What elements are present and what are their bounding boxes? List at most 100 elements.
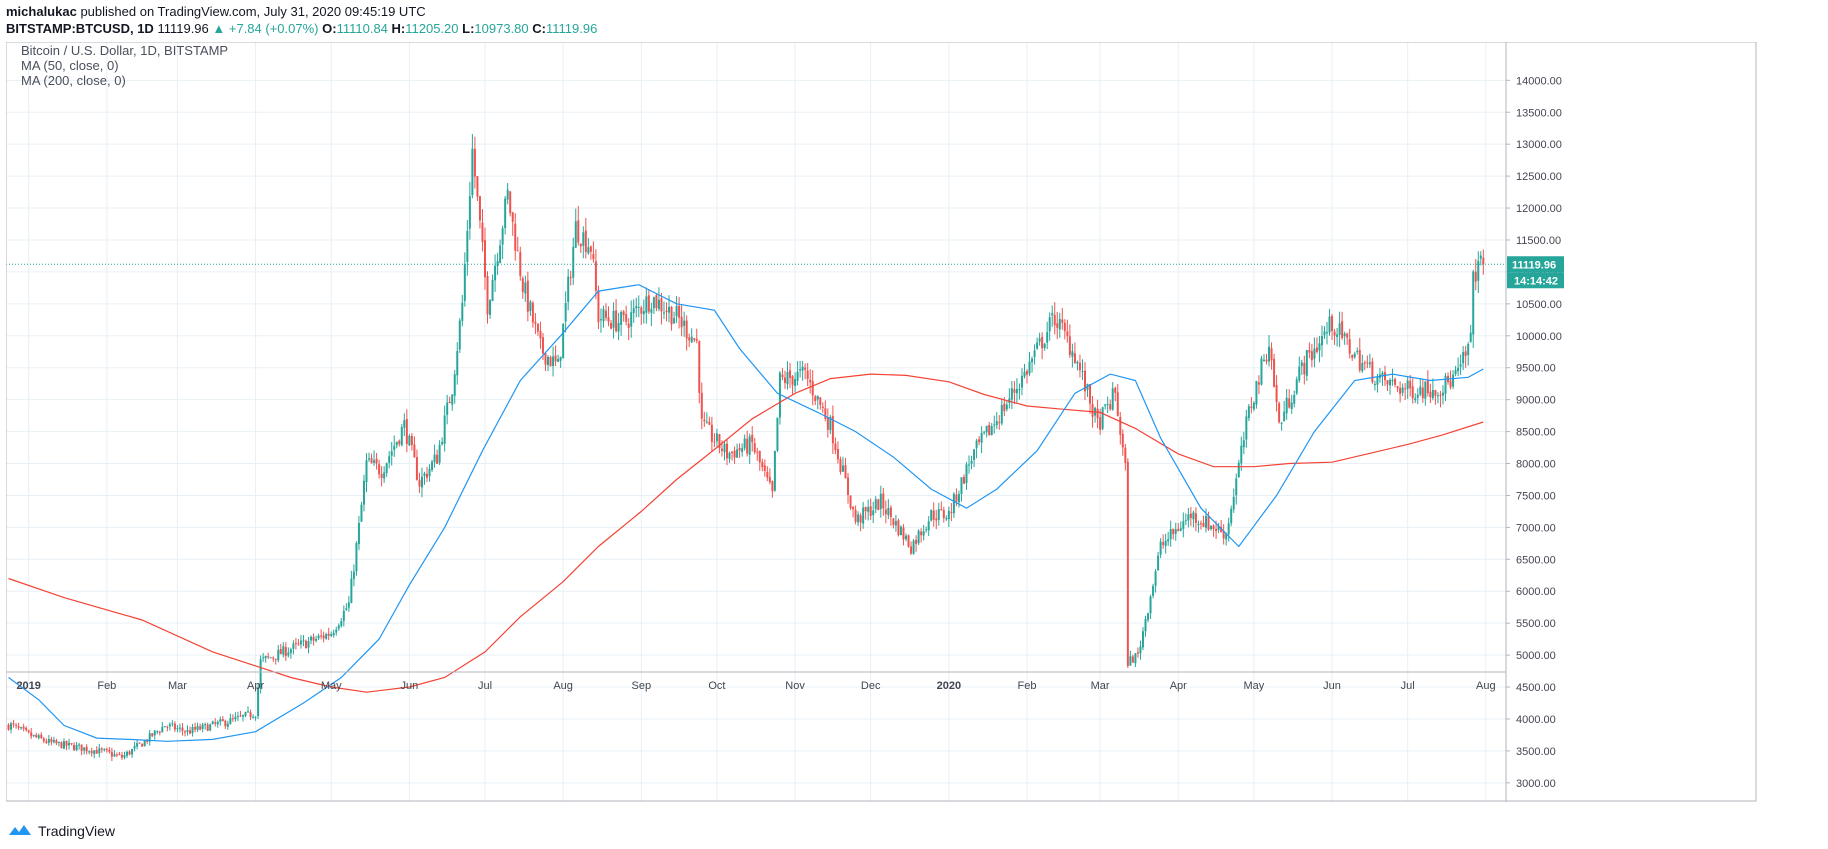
candle-body: [652, 297, 655, 309]
candle-body: [821, 406, 824, 409]
candle-body: [239, 715, 242, 717]
candle-body: [1288, 398, 1291, 408]
candle-body: [201, 724, 204, 729]
candle-body: [1409, 381, 1412, 389]
candle-body: [262, 657, 265, 659]
candle-body: [1265, 359, 1268, 362]
candle-body: [315, 638, 318, 641]
candle-body: [1199, 523, 1202, 525]
candle-body: [947, 510, 950, 520]
candle-body: [441, 441, 444, 445]
candle-body: [1162, 542, 1165, 545]
x-tick-label: Jul: [1401, 680, 1415, 692]
legend-title: Bitcoin / U.S. Dollar, 1D, BITSTAMP: [21, 43, 229, 58]
candle-body: [746, 438, 749, 454]
candle-body: [942, 509, 945, 518]
candle-body: [83, 747, 86, 751]
candle-body: [1431, 390, 1434, 398]
candle-body: [1061, 319, 1064, 323]
candle-body: [78, 744, 81, 746]
candle-body: [567, 276, 570, 302]
candle-body: [930, 509, 933, 521]
candle-body: [252, 716, 255, 718]
candle-body: [224, 720, 227, 727]
candle-body: [758, 451, 761, 463]
candle-body: [62, 741, 65, 749]
candle-body: [1210, 525, 1213, 529]
candle-body: [1323, 331, 1326, 336]
candle-body: [1043, 343, 1046, 349]
candle-body: [1416, 394, 1419, 398]
candle-body: [176, 728, 179, 730]
candle-body: [330, 634, 333, 637]
candle-body: [539, 330, 542, 339]
candle-body: [138, 742, 141, 744]
candle-body: [703, 419, 706, 422]
y-tick-label: 7500.00: [1516, 490, 1556, 502]
candle-body: [1386, 380, 1389, 385]
author-name[interactable]: michalukac: [6, 4, 77, 19]
candle-body: [1056, 323, 1059, 328]
candle-body: [662, 312, 665, 314]
tradingview-logo-icon[interactable]: [8, 823, 32, 840]
brand-name[interactable]: TradingView: [38, 823, 116, 839]
candle-body: [216, 721, 219, 725]
candle-body: [907, 535, 910, 547]
candle-body: [305, 640, 307, 649]
candle-body: [1169, 529, 1172, 540]
candle-body: [325, 634, 328, 639]
candle-body: [1237, 462, 1240, 478]
candle-body: [783, 377, 786, 383]
y-tick-label: 4500.00: [1516, 682, 1556, 694]
candle-body: [17, 726, 20, 728]
legend-ma200[interactable]: MA (200, close, 0): [21, 73, 126, 88]
candle-body: [637, 306, 640, 308]
candle-body: [1172, 528, 1175, 535]
candle-body: [85, 746, 88, 752]
candle-body: [1444, 376, 1447, 394]
candle-body: [483, 240, 486, 278]
candle-body: [282, 646, 285, 655]
candle-body: [1449, 380, 1452, 388]
candle-body: [15, 724, 18, 726]
candle-body: [824, 408, 827, 419]
candle-body: [715, 433, 718, 442]
candle-body: [287, 652, 290, 656]
candle-body: [249, 712, 252, 718]
legend-ma50[interactable]: MA (50, close, 0): [21, 58, 119, 73]
candle-body: [335, 629, 338, 633]
candle-body: [912, 540, 915, 554]
candle-body: [857, 514, 860, 523]
candle-body: [22, 726, 25, 729]
candle-body: [413, 444, 416, 458]
candle-body: [1149, 596, 1152, 614]
candle-body: [1036, 342, 1039, 349]
price-chart[interactable]: 3000.00 3500.00 4000.00 4500.00 5000.00 5500.…: [5, 41, 1757, 810]
candle-body: [718, 434, 721, 449]
candle-body: [1147, 613, 1150, 620]
candle-body: [368, 458, 371, 460]
candle-body: [1068, 336, 1071, 355]
candle-body: [1383, 372, 1386, 381]
candle-body: [1066, 331, 1069, 337]
candle-body: [1270, 348, 1273, 361]
candle-body: [1411, 386, 1414, 399]
candle-body: [1366, 362, 1369, 364]
candle-body: [814, 396, 817, 402]
candle-body: [1298, 366, 1301, 381]
candle-body: [547, 356, 550, 366]
chart-frame[interactable]: 3000.00 3500.00 4000.00 4500.00 5000.00 5500.…: [5, 41, 1757, 810]
x-tick-label: Feb: [97, 680, 116, 692]
close-value: 11119.96: [546, 21, 598, 36]
candle-body: [831, 416, 834, 444]
x-tick-label: May: [1244, 680, 1265, 692]
candle-body: [617, 322, 620, 332]
candle-body: [983, 431, 986, 433]
candle-body: [115, 754, 118, 756]
candle-body: [738, 448, 741, 451]
candle-body: [1343, 333, 1346, 337]
candle-body: [557, 359, 560, 362]
candle-body: [1459, 364, 1462, 367]
candle-body: [264, 656, 267, 659]
candle-body: [1285, 397, 1288, 414]
